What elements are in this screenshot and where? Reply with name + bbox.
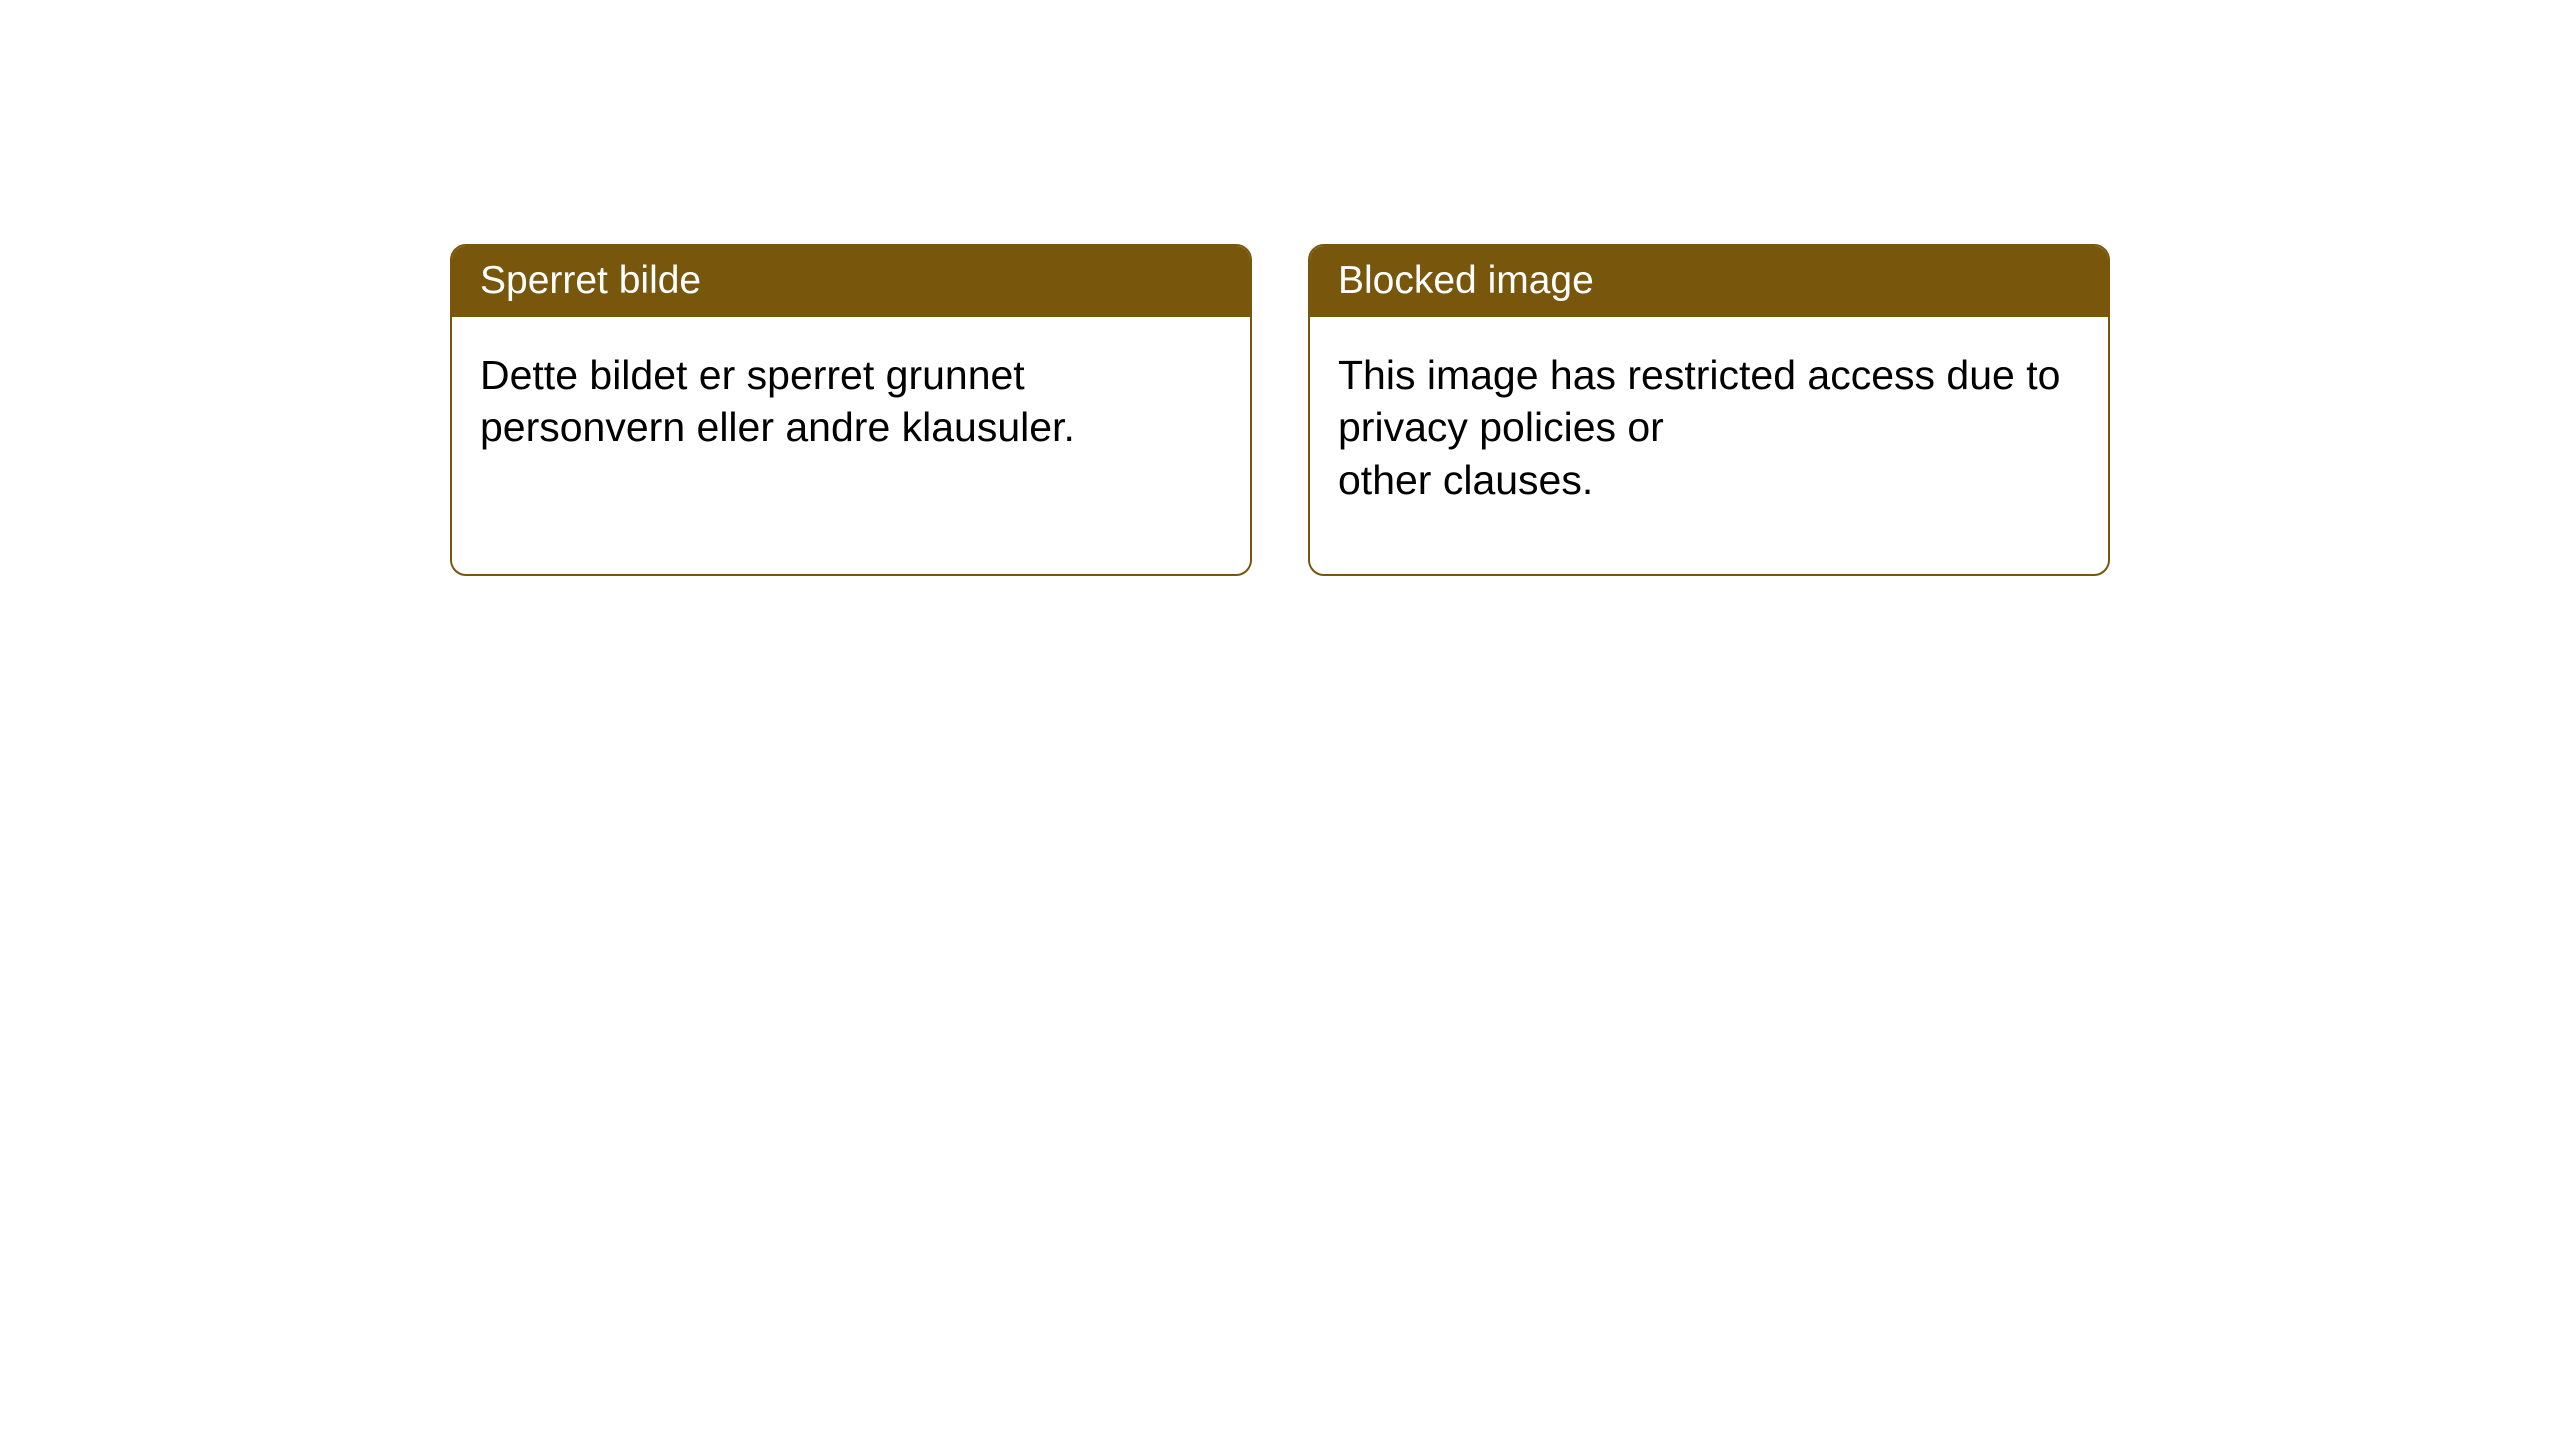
notice-card-en: Blocked image This image has restricted … [1308, 244, 2110, 576]
notice-container: Sperret bilde Dette bildet er sperret gr… [450, 244, 2110, 576]
notice-card-no-header: Sperret bilde [452, 246, 1250, 317]
notice-card-en-header: Blocked image [1310, 246, 2108, 317]
notice-card-en-body: This image has restricted access due to … [1310, 317, 2108, 538]
notice-card-no-body: Dette bildet er sperret grunnet personve… [452, 317, 1250, 486]
notice-card-no: Sperret bilde Dette bildet er sperret gr… [450, 244, 1252, 576]
